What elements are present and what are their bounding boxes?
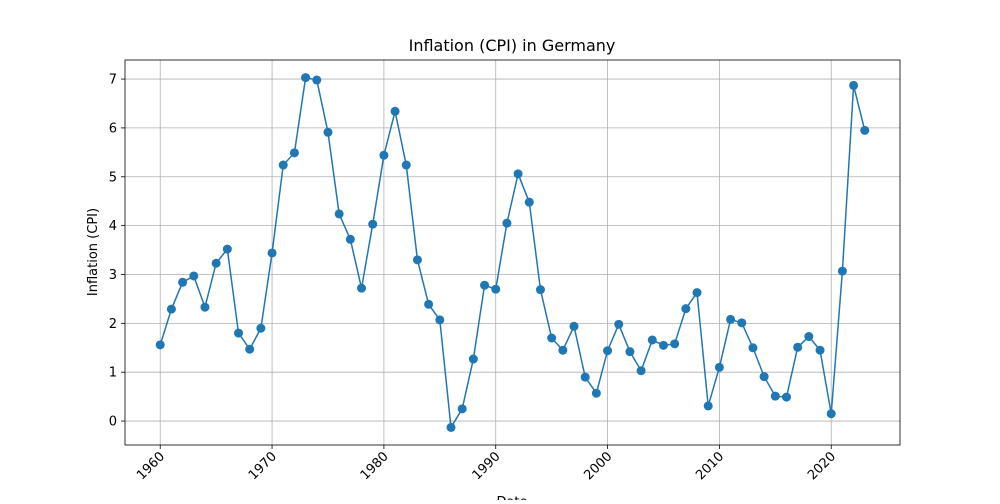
data-point (256, 323, 266, 333)
data-point (412, 255, 422, 265)
data-point (178, 277, 188, 287)
data-point (837, 266, 847, 276)
data-point (401, 160, 411, 170)
data-point (245, 344, 255, 354)
x-axis-label: Date (496, 495, 527, 500)
data-point (591, 388, 601, 398)
data-point (446, 422, 456, 432)
data-point (267, 248, 277, 258)
y-tick-label: 3 (109, 268, 117, 283)
y-tick-label: 6 (109, 121, 117, 136)
plot-frame (124, 59, 901, 446)
y-tick-label: 5 (109, 170, 117, 185)
data-point (357, 283, 367, 293)
data-point (793, 342, 803, 352)
data-point (849, 80, 859, 90)
data-point (759, 372, 769, 382)
data-point (345, 234, 355, 244)
data-point (804, 332, 814, 342)
data-point (670, 339, 680, 349)
data-point (424, 299, 434, 309)
data-point (770, 391, 780, 401)
chart-title: Inflation (CPI) in Germany (409, 36, 616, 55)
data-point (323, 127, 333, 137)
data-point (692, 288, 702, 298)
y-tick-label: 0 (109, 415, 117, 430)
data-point (826, 409, 836, 419)
y-tick-label: 7 (109, 73, 117, 88)
data-point (234, 328, 244, 338)
data-point (222, 244, 232, 254)
data-point (334, 209, 344, 219)
data-point (211, 258, 221, 268)
data-point (658, 340, 668, 350)
data-point (547, 333, 557, 343)
data-point (681, 304, 691, 314)
data-point (535, 285, 545, 295)
data-point (289, 148, 299, 158)
data-point (703, 401, 713, 411)
data-point (278, 160, 288, 170)
data-point (379, 150, 389, 160)
data-point (301, 73, 311, 83)
data-point (815, 345, 825, 355)
y-tick-label: 1 (109, 366, 117, 381)
data-point (312, 75, 322, 85)
data-point (636, 366, 646, 376)
data-point (781, 392, 791, 402)
data-point (580, 372, 590, 382)
data-point (558, 345, 568, 355)
y-tick-label: 2 (109, 317, 117, 332)
data-line (159, 76, 866, 430)
data-point (480, 280, 490, 290)
data-point (390, 106, 400, 116)
data-point (737, 318, 747, 328)
data-point (860, 125, 870, 135)
y-tick-label: 4 (109, 219, 117, 234)
data-point (491, 284, 501, 294)
data-point (200, 302, 210, 312)
data-point (625, 347, 635, 357)
y-axis-label: Inflation (CPI) (86, 208, 101, 296)
data-point (189, 271, 199, 281)
data-point (748, 343, 758, 353)
data-point (166, 304, 176, 314)
data-point (726, 314, 736, 324)
data-point (502, 218, 512, 228)
data-point (468, 354, 478, 364)
data-point (368, 219, 378, 229)
data-point (647, 335, 657, 345)
data-point (435, 315, 445, 325)
data-point (569, 321, 579, 331)
data-point (457, 404, 467, 414)
data-point (513, 169, 523, 179)
data-point (714, 362, 724, 372)
data-point (603, 346, 613, 356)
data-point (155, 340, 165, 350)
data-point (614, 319, 624, 329)
data-point (524, 197, 534, 207)
